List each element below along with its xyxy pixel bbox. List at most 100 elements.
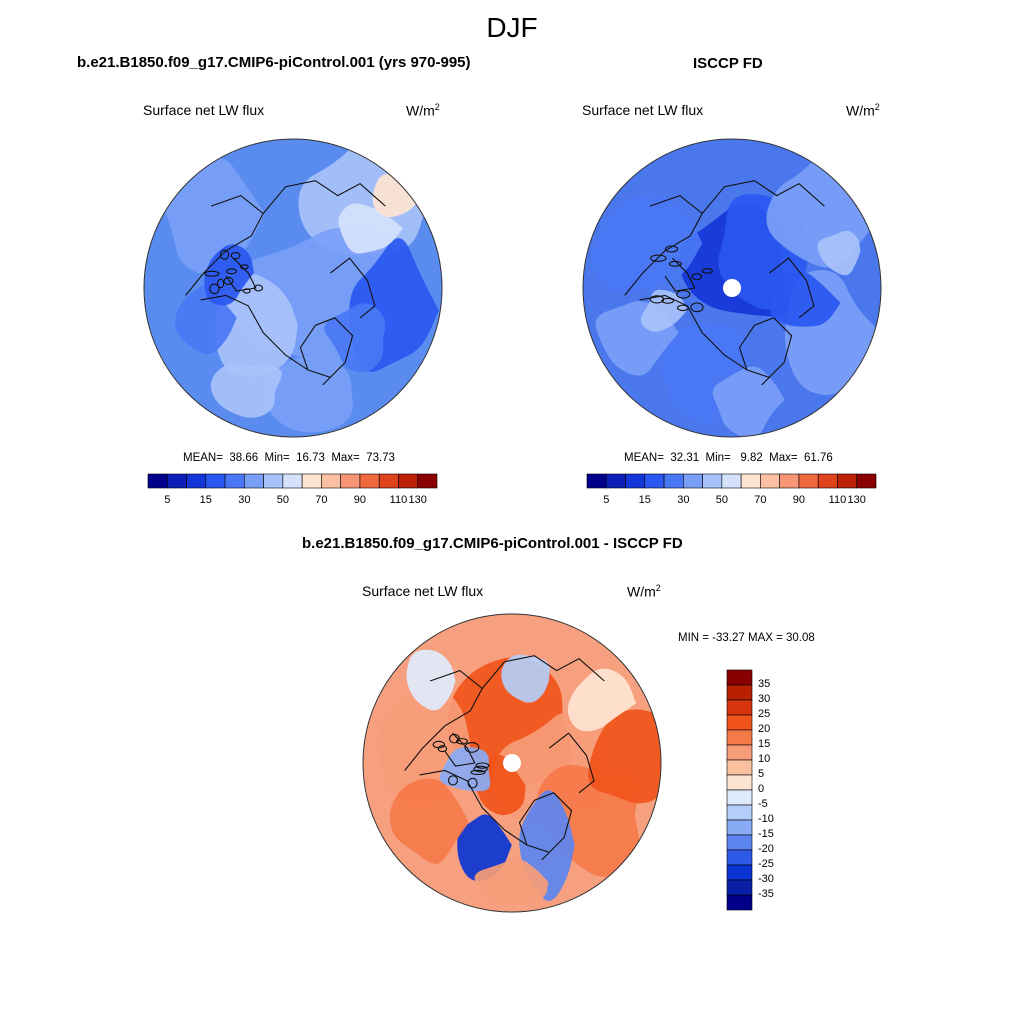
polar-map-model: [143, 138, 443, 438]
island: [217, 278, 225, 289]
field-contour: [324, 303, 386, 373]
island: [447, 775, 459, 786]
colorbar-tick-label: 50: [715, 494, 728, 506]
colorbar-tick-label: 10: [758, 753, 771, 765]
field-contour: [457, 814, 512, 882]
colorbar-swatch: [340, 473, 361, 489]
coastline: [444, 732, 476, 767]
colorbar-swatch: [244, 473, 264, 489]
coastline: [768, 257, 815, 319]
panel-diff-units: W/m2: [627, 583, 661, 600]
colorbar-swatch: [378, 473, 399, 489]
island: [467, 777, 478, 789]
figure-title: DJF: [486, 12, 538, 43]
panel-obs-heading: ISCCP FD: [693, 55, 763, 72]
island: [240, 264, 249, 270]
panel-obs-variable: Surface net LW flux: [582, 102, 704, 118]
field-contour: [591, 193, 703, 294]
pole-missing-data: [503, 754, 521, 772]
colorbar-swatch: [263, 473, 284, 489]
map-border: [143, 138, 443, 438]
colorbar-tick-label: 20: [758, 723, 771, 735]
island: [219, 249, 230, 260]
colorbar-swatch: [605, 473, 626, 489]
colorbar-swatch: [837, 473, 858, 489]
island: [209, 283, 220, 295]
colorbar-swatch: [726, 819, 753, 836]
island: [223, 276, 234, 286]
colorbar-tick-label: 130: [408, 494, 427, 506]
colorbar-swatch: [359, 473, 380, 489]
colorbar-tick-label: 50: [276, 494, 289, 506]
colorbar-swatch: [726, 759, 753, 776]
island: [204, 270, 220, 277]
colorbar-tick-label: 30: [238, 494, 251, 506]
panel-obs-units: W/m2: [846, 102, 880, 119]
colorbar-swatch: [726, 789, 753, 806]
colorbar-model: [147, 473, 438, 489]
panel-model-stats: MEAN= 38.66 Min= 16.73 Max= 73.73: [183, 452, 395, 464]
colorbar-swatch: [726, 864, 753, 881]
polar-map-obs: [582, 138, 882, 438]
colorbar-swatch: [726, 729, 753, 746]
coastline: [299, 317, 354, 386]
colorbar-tick-label: 25: [758, 708, 771, 720]
colorbar-tick-label: 5: [603, 494, 610, 506]
colorbar-swatch: [856, 473, 877, 489]
island: [225, 268, 238, 275]
colorbar-swatch: [663, 473, 684, 489]
colorbar-tick-label: 30: [758, 693, 771, 705]
colorbar-swatch: [760, 473, 780, 489]
island: [649, 295, 665, 304]
map-border: [582, 138, 882, 438]
colorbar-swatch: [586, 473, 607, 489]
island: [470, 769, 486, 776]
colorbar-swatch: [779, 473, 800, 489]
colorbar-tick-label: 5: [758, 768, 765, 780]
colorbar-tick-label: 130: [847, 494, 866, 506]
colorbar-tick-label: -10: [758, 813, 774, 825]
colorbar-swatch: [702, 473, 723, 489]
panel-model-variable: Surface net LW flux: [143, 102, 265, 118]
coastline: [481, 655, 605, 689]
colorbar-swatch: [301, 473, 322, 489]
colorbar-swatch: [224, 473, 245, 489]
colorbar-swatch: [625, 473, 646, 489]
colorbar-swatch: [683, 473, 703, 489]
colorbar-swatch: [726, 879, 753, 896]
coastline: [225, 257, 257, 292]
colorbar-swatch: [726, 804, 753, 821]
panel-obs-stats: MEAN= 32.31 Min= 9.82 Max= 61.76: [624, 452, 833, 464]
island: [475, 762, 490, 769]
colorbar-swatch: [740, 473, 761, 489]
island: [676, 289, 691, 299]
colorbar-swatch: [726, 669, 753, 686]
colorbar-tick-label: 15: [638, 494, 651, 506]
coastline: [701, 180, 825, 214]
coastline: [329, 257, 376, 319]
island: [668, 260, 682, 267]
field-contour: [769, 272, 841, 327]
colorbar-tick-label: 0: [758, 783, 765, 795]
island: [650, 254, 667, 262]
colorbar-swatch: [398, 473, 419, 489]
island: [449, 733, 460, 744]
colorbar-swatch: [205, 473, 226, 489]
field-contour: [588, 709, 661, 804]
island: [456, 738, 468, 745]
field-contour: [439, 747, 491, 792]
colorbar-tick-label: 70: [315, 494, 328, 506]
island: [432, 740, 446, 749]
field-contour: [406, 649, 456, 711]
colorbar-swatch: [726, 714, 753, 731]
island: [473, 765, 488, 773]
field-contour: [389, 778, 469, 864]
colorbar-swatch: [147, 473, 168, 489]
colorbar-swatch: [726, 894, 753, 911]
colorbar-obs: [586, 473, 877, 489]
panel-model-heading: b.e21.B1850.f09_g17.CMIP6-piControl.001 …: [77, 54, 471, 71]
coastlines: [185, 180, 386, 386]
colorbar-tick-label: -35: [758, 888, 774, 900]
colorbar-swatch: [282, 473, 303, 489]
